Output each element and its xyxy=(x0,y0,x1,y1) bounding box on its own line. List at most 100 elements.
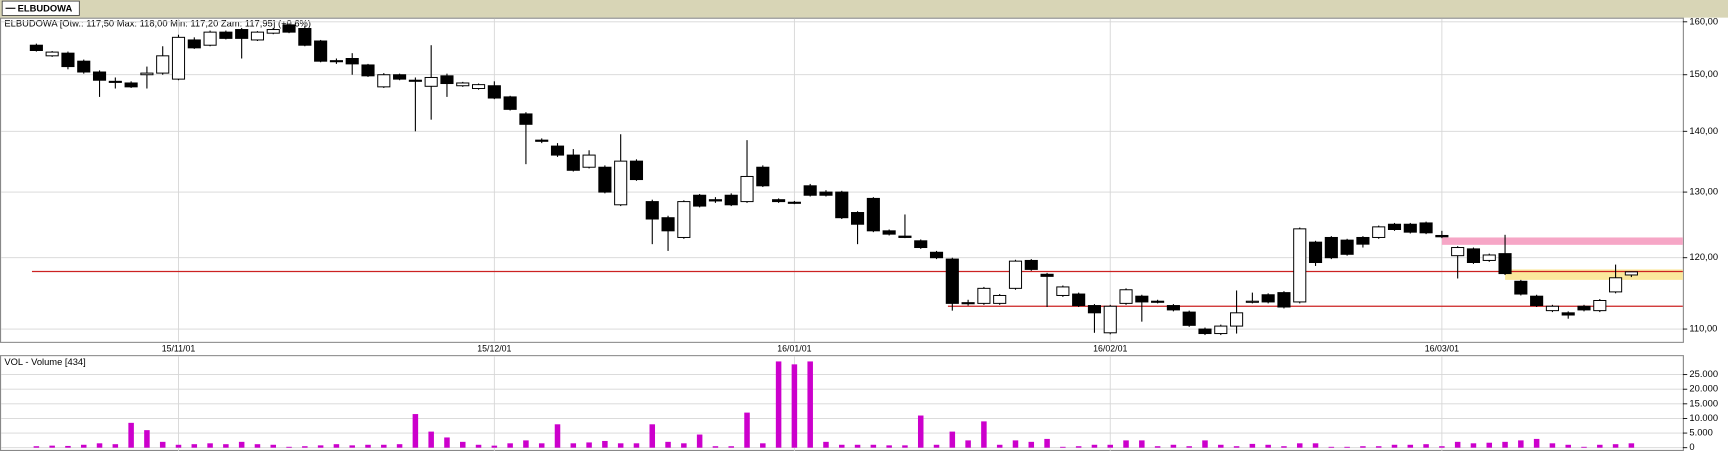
volume-bar xyxy=(1581,446,1587,448)
candle-body xyxy=(45,51,59,57)
candle-body xyxy=(1545,305,1559,312)
symbol-tab[interactable] xyxy=(1,0,80,16)
candle-body xyxy=(503,96,517,110)
candle-body xyxy=(1624,271,1638,276)
candle-body xyxy=(614,160,628,206)
candle-body xyxy=(1387,223,1402,231)
volume-bar xyxy=(1612,444,1619,448)
candle-body xyxy=(235,29,249,39)
candle-body xyxy=(866,197,880,232)
candle-body xyxy=(456,82,470,87)
volume-bar xyxy=(633,443,640,448)
candle-body xyxy=(1340,239,1354,255)
volume-bar xyxy=(128,422,134,448)
candle-body xyxy=(882,230,896,235)
volume-bar xyxy=(1470,443,1477,448)
volume-bar xyxy=(775,361,782,448)
candle-body xyxy=(1308,241,1323,264)
volume-bar xyxy=(917,415,924,448)
volume-bar xyxy=(1565,444,1571,448)
volume-bar xyxy=(760,443,766,448)
volume-bar xyxy=(365,444,371,448)
volume-bar xyxy=(1249,443,1256,448)
volume-bar xyxy=(381,444,387,448)
candle-body xyxy=(1056,286,1070,296)
volume-bar xyxy=(1328,446,1335,448)
x-tick-label: 16/02/01 xyxy=(1093,343,1127,353)
y-tick-label: 150,00 xyxy=(1689,69,1718,79)
volume-bar xyxy=(254,444,261,448)
candle-body xyxy=(1182,311,1196,326)
candle-body xyxy=(440,75,454,85)
volume-bar xyxy=(570,443,577,448)
candle-body xyxy=(1008,260,1023,289)
volume-bar xyxy=(1281,446,1287,448)
candle-body xyxy=(550,145,565,156)
volume-bar xyxy=(1518,440,1524,448)
candle-body xyxy=(140,72,154,76)
candle-body xyxy=(1498,253,1512,275)
volume-bar xyxy=(1170,444,1177,448)
candle-body xyxy=(582,154,596,168)
volume-bar xyxy=(1028,441,1035,448)
candle-body xyxy=(1419,222,1433,234)
candle-body xyxy=(772,199,786,203)
volume-bar xyxy=(223,444,229,448)
candle-body xyxy=(1119,289,1133,304)
volume-bar xyxy=(1423,444,1429,448)
volume-bar xyxy=(1107,444,1113,448)
volume-bar xyxy=(112,444,119,448)
y-tick-label: 120,00 xyxy=(1689,252,1718,262)
y-tick-label: 110,00 xyxy=(1689,324,1717,334)
candle-body xyxy=(1293,228,1307,303)
candle-body xyxy=(645,201,659,220)
candle-body xyxy=(377,74,391,88)
candle-body xyxy=(1403,223,1417,233)
candle-body xyxy=(1198,328,1212,335)
candle-body xyxy=(92,71,107,81)
volume-bar xyxy=(207,443,213,448)
volume-bar xyxy=(144,430,150,448)
candle-body xyxy=(1166,305,1180,311)
volume-bar xyxy=(33,446,40,448)
candle-body xyxy=(266,29,280,34)
volume-bar xyxy=(460,441,466,448)
volume-bar xyxy=(1012,440,1019,448)
y-tick-label: 130,00 xyxy=(1689,187,1718,197)
candle-body xyxy=(108,80,122,83)
volume-bar xyxy=(1454,441,1461,448)
volume-bar xyxy=(1218,444,1224,448)
candle-body xyxy=(77,60,91,73)
candle-body xyxy=(1072,293,1086,307)
tab-label[interactable]: ELBUDOWA xyxy=(18,3,73,13)
volume-bar xyxy=(807,361,813,448)
volume-bar xyxy=(696,434,703,448)
candle-body xyxy=(819,191,833,196)
y-tick-label: 160,00 xyxy=(1689,16,1718,26)
volume-bar xyxy=(617,443,624,448)
candle-body xyxy=(1214,325,1228,335)
candle-body xyxy=(282,24,296,33)
top-bar xyxy=(0,0,1728,18)
y-tick-label: 15.000 xyxy=(1689,398,1718,408)
volume-bar xyxy=(538,443,545,448)
candle-body xyxy=(1435,234,1449,238)
candle-body xyxy=(29,44,43,51)
price-panel xyxy=(0,17,1684,343)
date-strip xyxy=(0,342,1728,356)
volume-bar xyxy=(965,440,971,448)
volume-bar xyxy=(333,444,340,448)
volume-bar xyxy=(933,444,940,448)
volume-bar xyxy=(523,440,529,448)
candle-body xyxy=(740,175,754,203)
volume-bar xyxy=(159,441,166,448)
candle-body xyxy=(1530,295,1544,307)
candle-body xyxy=(250,31,265,41)
candle-body xyxy=(1609,277,1623,293)
candle-body xyxy=(661,217,675,232)
volume-bar xyxy=(1439,446,1445,448)
candle-body xyxy=(898,235,912,238)
candle-body xyxy=(1356,236,1370,245)
candle-body xyxy=(1230,312,1244,327)
